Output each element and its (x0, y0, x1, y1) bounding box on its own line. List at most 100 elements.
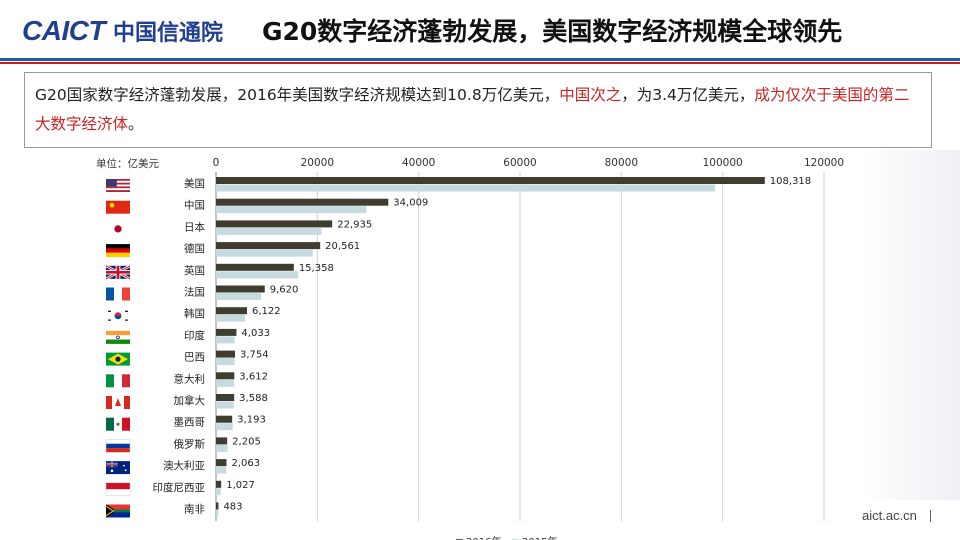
flag-part (106, 287, 114, 301)
bar-2016 (216, 220, 333, 228)
bar-2015 (216, 293, 262, 300)
bar-2016 (216, 242, 321, 250)
flag-au-icon (106, 461, 130, 475)
category-label: 加拿大 (174, 394, 206, 407)
category-label: 中国 (184, 199, 205, 212)
slide-title: G20数字经济蓬勃发展，美国数字经济规模全球领先 (262, 17, 843, 46)
bar-2016 (216, 437, 228, 445)
flag-us-icon (106, 179, 130, 192)
bar-2015 (216, 510, 219, 517)
flag-part (106, 339, 130, 344)
flag-part (106, 448, 130, 453)
bar-2015 (216, 423, 233, 431)
flag-part (114, 315, 122, 320)
flag-part (106, 252, 130, 258)
flag-part (106, 335, 130, 340)
category-label: 俄罗斯 (174, 437, 206, 450)
bar-2015 (216, 358, 235, 366)
flag-part (116, 335, 120, 340)
category-label: 墨西哥 (174, 417, 206, 429)
flag-ca-icon (106, 396, 130, 409)
summary-text-2: ，为3.4万亿美元， (621, 86, 755, 104)
flag-mx-icon (106, 417, 130, 431)
summary-highlight-china: 中国次之 (559, 86, 622, 104)
flag-part (106, 374, 114, 388)
flag-part (122, 374, 130, 388)
flag-part (114, 287, 122, 301)
category-label: 印度 (184, 329, 205, 342)
header-rule-blue (0, 58, 960, 61)
category-label: 韩国 (184, 307, 205, 320)
bar-2015 (216, 444, 228, 452)
flag-part (106, 244, 130, 249)
category-label: 巴西 (184, 352, 205, 364)
flag-part (106, 184, 130, 187)
flag-in-icon (106, 330, 130, 344)
data-label: 22,935 (337, 219, 372, 230)
data-label: 3,754 (240, 350, 269, 361)
bar-2016 (216, 480, 222, 488)
bar-chart: 单位：亿美元 0 20000 40000 60000 80000 100000 120000 美… (96, 157, 844, 540)
flag-ru-icon (105, 439, 131, 453)
bar-2016 (216, 263, 294, 271)
bar-2015 (216, 206, 367, 214)
flag-part (110, 469, 114, 473)
bar-2016 (216, 415, 233, 423)
summary-highlight-second: 成为仅次于美国的第二大数字经济体 (35, 86, 910, 133)
flag-part (106, 200, 130, 214)
bar-2015 (216, 227, 322, 235)
flag-part (106, 396, 112, 409)
data-label: 34,009 (393, 198, 428, 209)
flag-part (108, 319, 111, 321)
category-label: 南非 (184, 503, 205, 516)
flag-za-icon (106, 504, 130, 518)
flag-part (106, 179, 130, 181)
bar-2015 (216, 488, 221, 496)
x-tick-label: 100000 (703, 157, 743, 169)
category-label: 英国 (184, 264, 205, 277)
category-label: 日本 (184, 220, 205, 233)
x-tick-label: 20000 (301, 157, 334, 169)
bar-2015 (216, 466, 227, 474)
flag-part (106, 180, 130, 183)
flag-part (116, 422, 120, 426)
flag-part (122, 287, 130, 301)
flag-part (106, 439, 130, 444)
flag-part (125, 319, 128, 321)
bar-2016 (216, 198, 389, 206)
data-label: 6,122 (252, 306, 281, 317)
data-label: 2,205 (232, 436, 261, 447)
unit-label: 单位：亿美元 (96, 157, 159, 170)
bar-2015 (216, 379, 235, 387)
flag-cn-icon (106, 200, 130, 214)
flag-part (109, 202, 115, 208)
background-gradient (860, 150, 960, 500)
flag-part (114, 374, 122, 388)
flag-part (115, 398, 121, 406)
data-label: 483 (223, 502, 242, 513)
flag-part (108, 310, 111, 312)
flag-it-icon (106, 374, 130, 388)
legend-label-2015: 2015年 (522, 535, 557, 540)
flag-kr-icon (106, 309, 130, 323)
flag-part (113, 509, 130, 513)
flag-part (106, 504, 130, 511)
x-tick-label: 80000 (605, 157, 638, 169)
flag-part (106, 190, 130, 192)
header: CAICT 中国信通院 G20数字经济蓬勃发展，美国数字经济规模全球领先 (0, 0, 960, 62)
flag-part (106, 179, 117, 187)
flag-part (106, 182, 130, 185)
bar-2016 (216, 350, 236, 358)
data-label: 15,358 (299, 263, 334, 274)
bar-2015 (216, 271, 299, 279)
bar-2016 (216, 394, 235, 401)
summary-box: G20国家数字经济蓬勃发展，2016年美国数字经济规模达到10.8万亿美元，中国… (24, 72, 932, 148)
summary-text-1: G20国家数字经济蓬勃发展，2016年美国数字经济规模达到10.8万亿美元， (35, 86, 560, 104)
data-label: 4,033 (241, 328, 270, 339)
caict-logo: CAICT 中国信通院 (22, 14, 223, 48)
data-label: 3,588 (239, 393, 268, 404)
logo-latin-text: CAICT (22, 15, 106, 46)
bar-2016 (216, 285, 265, 293)
category-label: 澳大利亚 (163, 459, 205, 472)
bar-2016 (216, 328, 237, 336)
